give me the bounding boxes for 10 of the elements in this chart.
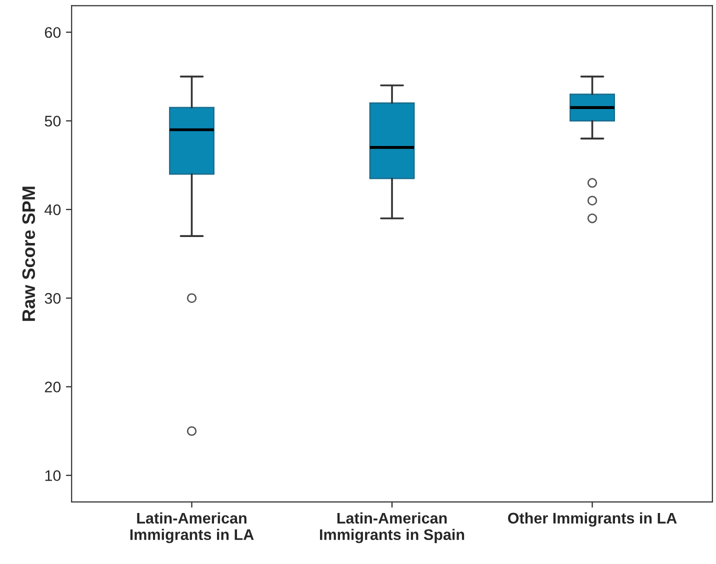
y-axis-title: Raw Score SPM	[22, 186, 36, 321]
y-tick-label: 10	[45, 470, 61, 482]
x-tick-label: Latin-American Immigrants in LA	[130, 512, 254, 544]
y-tick-label: 40	[44, 204, 61, 216]
y-tick-label: 50	[44, 116, 61, 127]
x-tick-label: Other Immigrants in LA	[508, 512, 677, 527]
y-tick-label: 60	[44, 27, 61, 38]
x-tick-label: Latin-American Immigrants in Spain	[320, 512, 464, 544]
y-tick-label: 20	[44, 382, 61, 392]
y-tick-label: 30	[44, 292, 61, 304]
